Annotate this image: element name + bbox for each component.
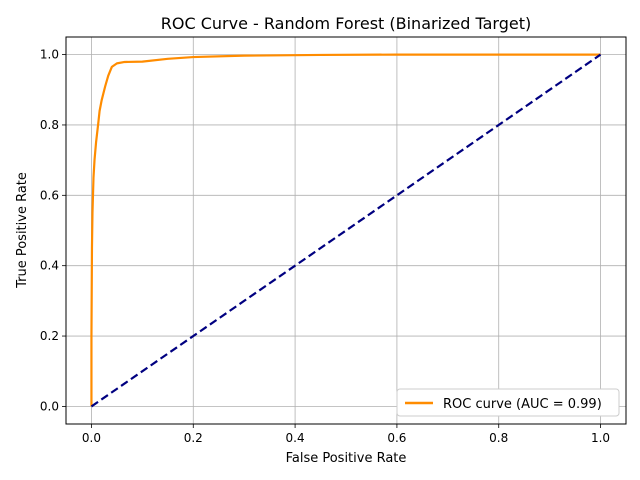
plot-area-frame [65, 36, 627, 425]
x-tick-label: 0.0 [82, 431, 101, 445]
y-tick-label: 0.4 [40, 259, 59, 273]
roc-curve-line [90, 53, 601, 407]
x-axis-label: False Positive Rate [286, 451, 407, 466]
grid-lines [66, 37, 626, 424]
legend: ROC curve (AUC = 0.99) [396, 388, 620, 417]
chart-title: ROC Curve - Random Forest (Binarized Tar… [161, 14, 532, 33]
x-tick-label: 0.8 [489, 431, 508, 445]
x-tick-label: 0.6 [387, 431, 406, 445]
x-tick-label: 0.4 [286, 431, 305, 445]
axis-ticks: 0.0 0.2 0.4 0.6 0.8 1.0 0.0 0.2 0.4 0.6 0.8 1.0 [40, 48, 610, 445]
y-axis-label: True Positive Rate [15, 172, 30, 289]
y-tick-label: 0.2 [40, 329, 59, 343]
legend-box [396, 388, 620, 417]
y-tick-label: 1.0 [40, 48, 59, 62]
x-tick-label: 0.2 [184, 431, 203, 445]
legend-label-roc: ROC curve (AUC = 0.99) [443, 397, 602, 412]
chance-diagonal-line [90, 53, 602, 408]
data-series [90, 53, 602, 408]
y-tick-label: 0.6 [40, 188, 59, 202]
x-tick-label: 1.0 [591, 431, 610, 445]
y-tick-label: 0.8 [40, 118, 59, 132]
y-tick-label: 0.0 [40, 399, 59, 413]
